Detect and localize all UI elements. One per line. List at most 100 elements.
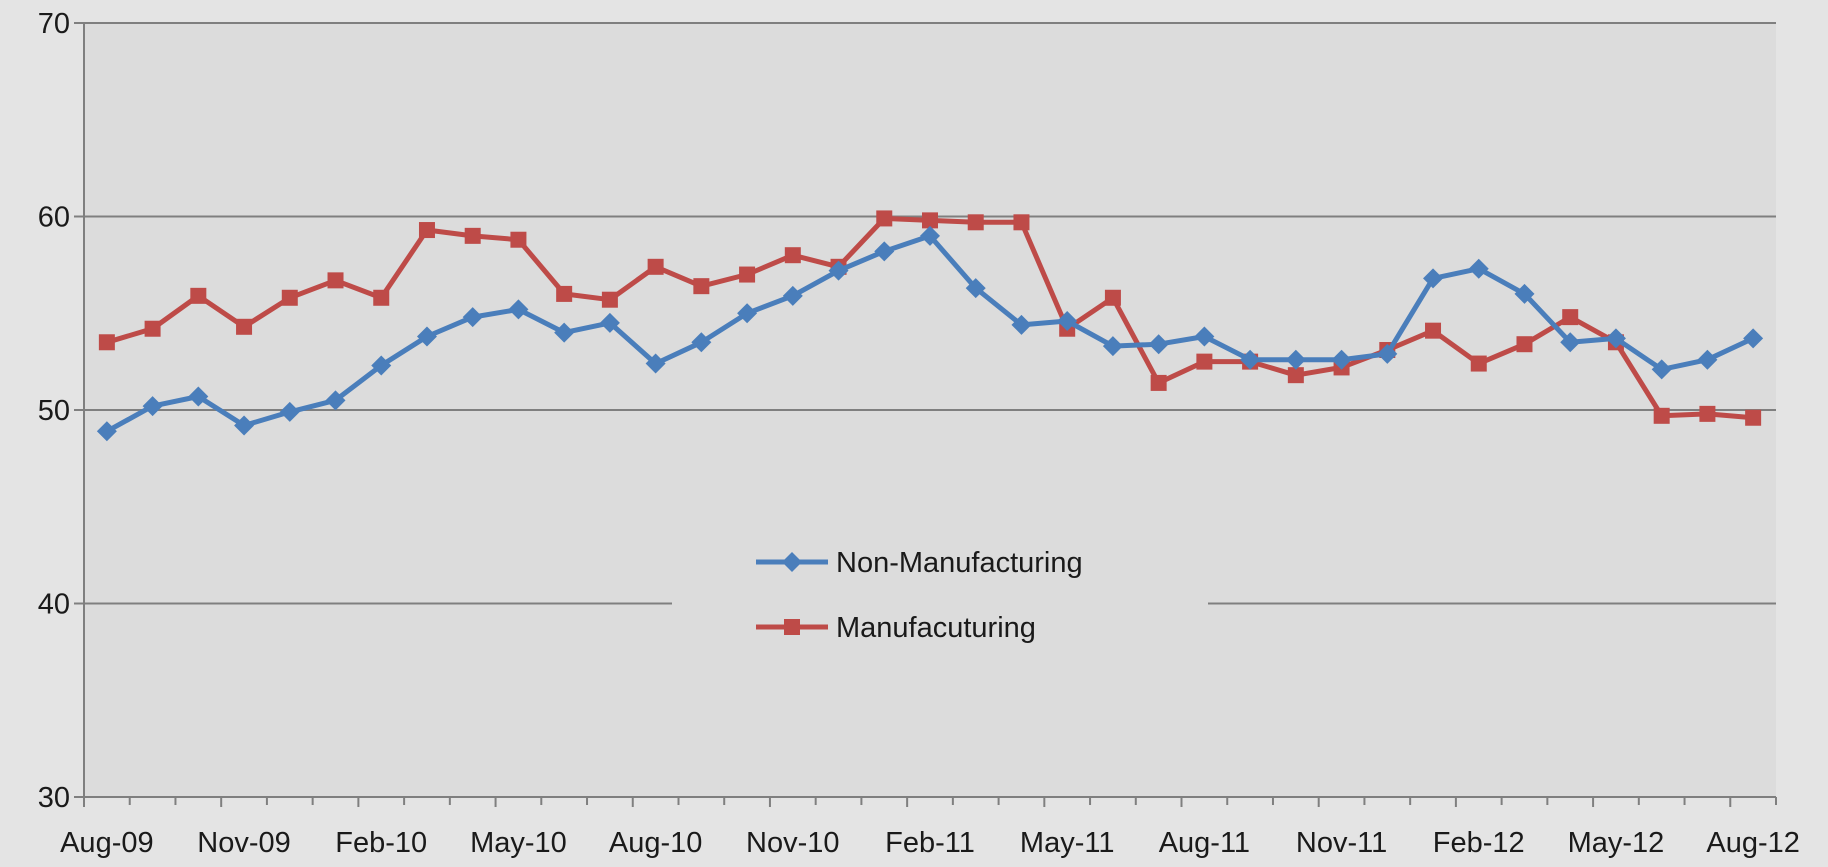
data-point-manufacuturing-Jul-12 — [1699, 405, 1716, 422]
data-point-manufacuturing-Jun-10 — [556, 285, 573, 302]
legend-swatch-marker — [784, 619, 800, 635]
y-tick-label-70: 70 — [38, 8, 70, 40]
data-point-manufacuturing-Apr-10 — [464, 227, 481, 244]
data-point-manufacuturing-Feb-11 — [922, 212, 938, 229]
data-point-manufacuturing-Oct-11 — [1287, 367, 1304, 384]
x-tick-label-May-10: May-10 — [470, 827, 567, 859]
data-point-non-manufacturing-Jun-10 — [554, 322, 575, 343]
data-point-non-manufacturing-May-12 — [1605, 328, 1626, 349]
x-tick-label-Nov-10: Nov-10 — [746, 827, 840, 859]
data-point-non-manufacturing-Feb-10 — [371, 355, 392, 376]
data-point-manufacuturing-Jul-11 — [1150, 374, 1167, 391]
data-point-non-manufacturing-Feb-11 — [920, 225, 940, 246]
x-tick-label-Aug-12: Aug-12 — [1706, 827, 1800, 859]
x-tick-label-Feb-12: Feb-12 — [1433, 827, 1525, 859]
data-point-non-manufacturing-Apr-12 — [1560, 332, 1581, 353]
data-point-non-manufacturing-Jun-12 — [1651, 359, 1672, 380]
data-point-manufacuturing-Nov-10 — [784, 247, 801, 264]
axes — [74, 22, 1777, 807]
data-point-manufacuturing-Aug-11 — [1196, 353, 1213, 370]
data-point-manufacuturing-Sep-10 — [693, 278, 710, 295]
data-point-manufacuturing-Jan-10 — [327, 272, 344, 289]
data-point-non-manufacturing-Nov-09 — [234, 415, 255, 436]
data-point-non-manufacturing-Mar-12 — [1514, 283, 1535, 304]
data-point-manufacuturing-Jun-12 — [1653, 407, 1670, 424]
data-point-non-manufacturing-Aug-11 — [1194, 326, 1215, 347]
x-tick-label-Nov-11: Nov-11 — [1296, 827, 1387, 859]
x-axis-tick-labels: Aug-09 Nov-09 Feb-10 May-10 Aug-10 Nov-10 Feb-… — [60, 827, 1800, 859]
data-point-manufacuturing-Aug-09 — [98, 334, 115, 351]
x-tick-label-Feb-11: Feb-11 — [885, 827, 975, 859]
y-tick-label-60: 60 — [38, 202, 70, 234]
data-point-non-manufacturing-Aug-12 — [1743, 328, 1764, 349]
data-point-non-manufacturing-Jul-12 — [1697, 349, 1718, 370]
data-point-non-manufacturing-Mar-10 — [416, 326, 437, 347]
legend-item-non-manufacturing: Non-Manufacturing — [756, 547, 1083, 579]
data-point-non-manufacturing-Jan-10 — [325, 390, 346, 411]
data-point-manufacuturing-Jan-11 — [876, 210, 893, 227]
data-point-non-manufacturing-Oct-09 — [188, 386, 209, 407]
data-point-non-manufacturing-Dec-10 — [828, 260, 849, 281]
data-point-manufacuturing-Aug-12 — [1745, 409, 1762, 426]
x-tick-label-May-11: May-11 — [1020, 827, 1115, 859]
data-point-manufacuturing-Jun-11 — [1104, 289, 1121, 306]
data-point-non-manufacturing-Oct-10 — [737, 303, 758, 324]
data-point-manufacuturing-Mar-10 — [418, 222, 435, 239]
data-point-non-manufacturing-Jun-11 — [1102, 336, 1123, 357]
data-point-manufacuturing-Oct-10 — [739, 266, 756, 283]
y-axis-tick-labels: 30 40 50 60 70 — [38, 8, 70, 814]
series-non-manufacturing — [96, 225, 1764, 442]
data-point-non-manufacturing-Dec-11 — [1377, 343, 1398, 364]
data-point-manufacuturing-May-10 — [510, 231, 527, 248]
legend: Non-Manufacturing Manufacuturing — [756, 547, 1083, 644]
data-point-manufacuturing-Feb-12 — [1470, 355, 1487, 372]
data-point-non-manufacturing-Jan-11 — [874, 241, 895, 262]
legend-label: Non-Manufacturing — [836, 547, 1083, 579]
y-tick-label-50: 50 — [38, 395, 70, 427]
legend-swatch-marker — [782, 552, 802, 572]
data-point-manufacuturing-Oct-09 — [190, 287, 207, 304]
data-point-manufacuturing-Feb-10 — [373, 289, 390, 306]
y-tick-label-40: 40 — [38, 589, 70, 621]
data-point-non-manufacturing-Dec-09 — [279, 401, 300, 422]
x-tick-label-Aug-10: Aug-10 — [609, 827, 703, 859]
x-tick-label-Aug-11: Aug-11 — [1159, 827, 1250, 859]
data-point-manufacuturing-Mar-12 — [1516, 336, 1533, 353]
data-point-non-manufacturing-Aug-09 — [96, 421, 117, 442]
data-point-manufacuturing-Dec-09 — [281, 289, 298, 306]
data-point-non-manufacturing-Nov-11 — [1331, 349, 1352, 370]
series-lines — [96, 210, 1764, 442]
data-point-manufacuturing-Apr-11 — [1013, 214, 1030, 231]
data-point-non-manufacturing-Sep-10 — [691, 332, 712, 353]
data-point-non-manufacturing-Jul-10 — [599, 312, 620, 333]
data-point-manufacuturing-Nov-09 — [236, 318, 253, 335]
data-point-non-manufacturing-Jan-12 — [1423, 268, 1444, 289]
data-point-manufacuturing-Aug-10 — [647, 258, 664, 275]
data-point-non-manufacturing-Apr-10 — [462, 307, 483, 328]
x-tick-label-Aug-09: Aug-09 — [60, 827, 154, 859]
data-point-manufacuturing-Jul-10 — [601, 291, 618, 308]
data-point-manufacuturing-Jan-12 — [1425, 322, 1442, 339]
x-tick-label-Feb-10: Feb-10 — [335, 827, 427, 859]
data-point-non-manufacturing-Jul-11 — [1148, 334, 1169, 355]
data-point-manufacuturing-Sep-09 — [144, 320, 161, 337]
data-point-non-manufacturing-Sep-11 — [1240, 349, 1261, 370]
y-tick-label-30: 30 — [38, 782, 70, 814]
data-point-non-manufacturing-Aug-10 — [645, 353, 666, 374]
x-tick-label-May-12: May-12 — [1568, 827, 1665, 859]
data-point-non-manufacturing-Nov-10 — [782, 285, 803, 306]
data-point-non-manufacturing-Oct-11 — [1285, 349, 1306, 370]
data-point-non-manufacturing-Mar-11 — [965, 278, 986, 299]
data-point-non-manufacturing-Apr-11 — [1011, 314, 1032, 335]
x-tick-label-Nov-09: Nov-09 — [197, 827, 291, 859]
data-point-non-manufacturing-Feb-12 — [1468, 258, 1489, 279]
data-point-non-manufacturing-May-10 — [508, 299, 529, 320]
data-point-manufacuturing-Mar-11 — [967, 214, 984, 231]
data-point-non-manufacturing-May-11 — [1057, 310, 1078, 331]
legend-label: Manufacuturing — [836, 612, 1036, 644]
data-point-manufacuturing-Apr-12 — [1562, 309, 1579, 326]
data-point-non-manufacturing-Sep-09 — [142, 396, 163, 417]
legend-item-manufacuturing: Manufacuturing — [756, 612, 1036, 644]
